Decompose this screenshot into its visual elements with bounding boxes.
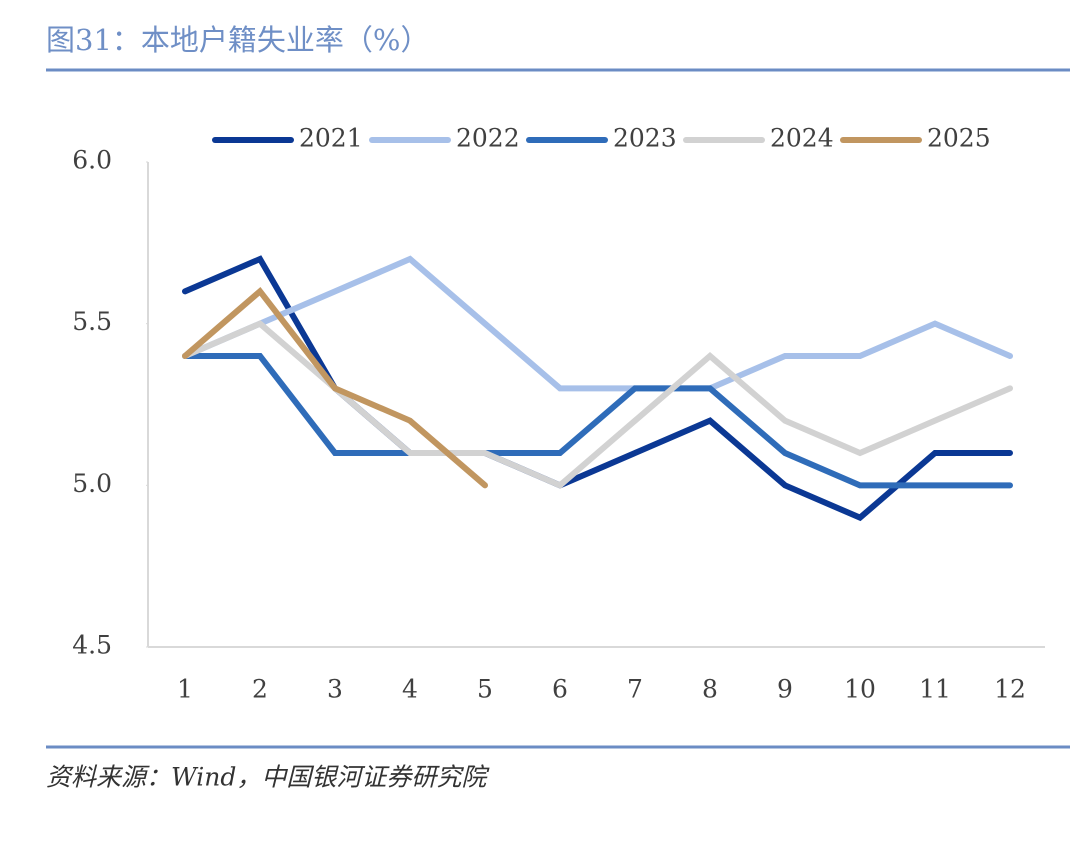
- x-tick-label: 2: [252, 675, 268, 704]
- source-note: 资料来源：Wind，中国银河证券研究院: [46, 763, 490, 792]
- x-tick-label: 12: [994, 675, 1026, 704]
- series-line: [182, 255, 1013, 522]
- legend-label: 2025: [927, 124, 991, 153]
- x-tick-label: 11: [919, 675, 951, 704]
- x-tick-label: 9: [777, 675, 793, 704]
- legend-label: 2021: [299, 124, 363, 153]
- series-line: [182, 286, 488, 489]
- x-tick-label: 6: [552, 675, 568, 704]
- x-tick-label: 10: [844, 675, 876, 704]
- x-tick-label: 4: [402, 675, 418, 704]
- x-tick-label: 3: [327, 675, 343, 704]
- x-tick-label: 7: [627, 675, 643, 704]
- x-tick-label: 8: [702, 675, 718, 704]
- y-tick-label: 6.0: [72, 146, 112, 175]
- x-tick-label: 5: [477, 675, 493, 704]
- legend-label: 2022: [456, 124, 520, 153]
- y-tick-label: 4.5: [72, 631, 112, 660]
- legend-label: 2023: [613, 124, 677, 153]
- series-line: [182, 255, 1013, 392]
- x-tick-label: 1: [177, 675, 193, 704]
- legend-label: 2024: [770, 124, 834, 153]
- chart-title: 图31：本地户籍失业率（%）: [46, 23, 429, 57]
- series-line: [182, 353, 1013, 489]
- y-tick-label: 5.0: [72, 469, 112, 498]
- series-line: [182, 320, 1013, 489]
- y-tick-label: 5.5: [72, 307, 112, 336]
